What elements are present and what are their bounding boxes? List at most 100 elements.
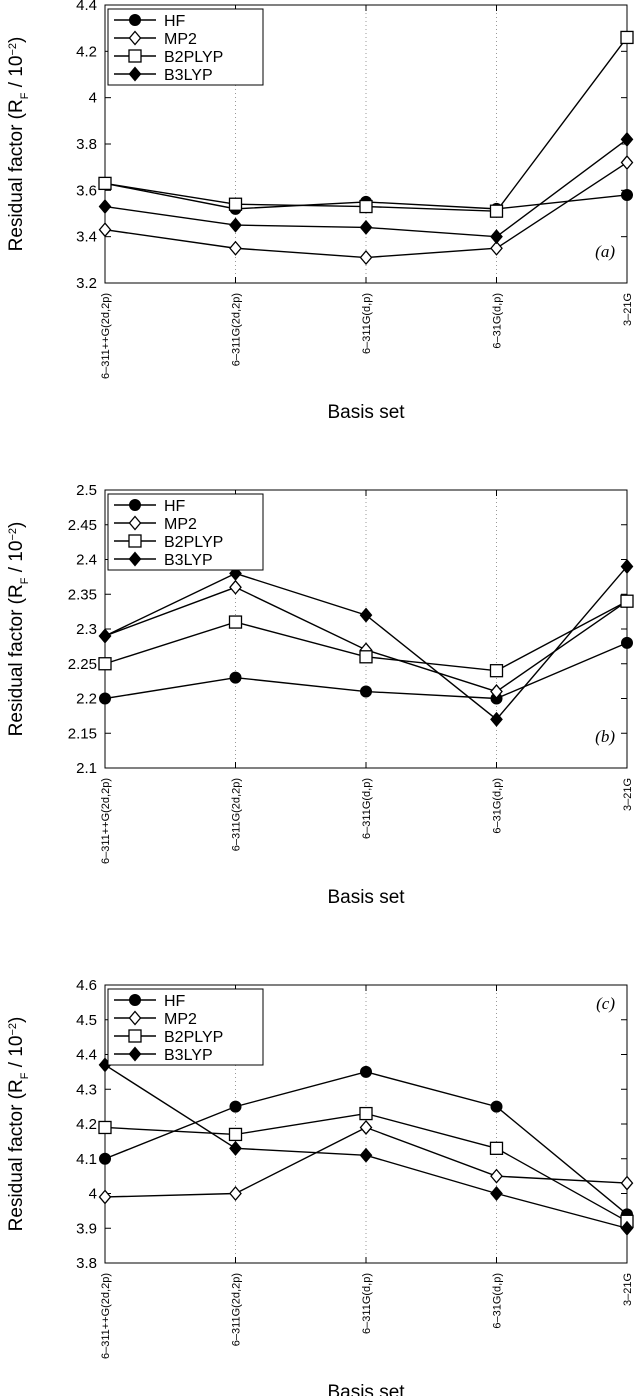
- legend-label: MP2: [164, 31, 197, 48]
- marker: [359, 607, 373, 623]
- marker: [128, 551, 142, 567]
- y-axis-label-part: F: [19, 92, 31, 99]
- y-tick-label: 3.8: [76, 1255, 97, 1272]
- y-axis-label-part: Residual factor (R: [6, 1079, 27, 1231]
- legend-label: B2PLYP: [164, 534, 223, 551]
- y-axis-label-part: Residual factor (R: [6, 584, 27, 736]
- marker: [128, 66, 142, 82]
- marker: [490, 1185, 503, 1202]
- marker: [98, 657, 112, 671]
- legend-label: MP2: [164, 1011, 197, 1028]
- y-tick-label: 3.4: [76, 229, 97, 246]
- y-tick-label: 3.6: [76, 182, 97, 199]
- marker: [98, 628, 112, 644]
- x-tick-label: 3–21G: [622, 293, 634, 326]
- y-axis-label: Residual factor (RF / 10−2): [6, 522, 31, 737]
- y-axis-label-part: −2: [7, 1023, 19, 1036]
- y-tick-label: 2.2: [76, 691, 97, 708]
- marker: [359, 1106, 373, 1121]
- marker: [128, 1010, 142, 1026]
- marker: [128, 49, 142, 63]
- x-tick-label: 6–311G(2d,2p): [231, 293, 243, 366]
- y-tick-label: 3.9: [76, 1220, 97, 1237]
- legend-label: B2PLYP: [164, 49, 223, 66]
- y-axis-label-part: −2: [7, 43, 19, 56]
- marker: [489, 1141, 504, 1155]
- y-axis-label-part: ): [6, 1017, 27, 1023]
- y-tick-label: 4.2: [76, 1116, 97, 1133]
- marker: [621, 188, 633, 201]
- marker: [489, 664, 504, 678]
- y-tick-label: 2.1: [76, 760, 97, 777]
- marker: [229, 1140, 242, 1156]
- y-axis-label: Residual factor (RF / 10−2): [6, 1017, 31, 1232]
- marker: [620, 594, 634, 608]
- x-tick-label: 6–311++G(2d,2p): [100, 1273, 112, 1359]
- marker: [620, 131, 634, 147]
- marker: [359, 650, 373, 664]
- y-tick-label: 4.4: [76, 1047, 97, 1064]
- marker: [360, 685, 372, 698]
- y-tick-label: 3.2: [76, 275, 97, 292]
- x-axis-label: Basis set: [327, 1382, 405, 1396]
- y-tick-label: 4: [89, 1186, 97, 1203]
- marker: [359, 1147, 373, 1163]
- marker: [229, 671, 242, 684]
- marker: [490, 229, 503, 245]
- x-tick-label: 6–311G(2d,2p): [231, 1273, 243, 1346]
- marker: [128, 1046, 142, 1062]
- marker: [359, 1119, 373, 1135]
- marker: [229, 579, 242, 595]
- marker: [98, 199, 112, 215]
- marker: [490, 1100, 503, 1113]
- legend-label: B3LYP: [164, 552, 213, 569]
- x-axis-label: Basis set: [327, 887, 405, 908]
- y-axis-label-part: / 10: [6, 1036, 27, 1073]
- marker: [129, 499, 141, 511]
- y-tick-label: 4.1: [76, 1151, 97, 1168]
- y-axis-label-part: / 10: [6, 56, 27, 93]
- marker: [128, 1029, 142, 1043]
- marker: [490, 711, 503, 727]
- marker: [490, 1168, 503, 1184]
- marker: [229, 217, 242, 233]
- marker: [128, 30, 142, 46]
- y-axis-label-part: F: [19, 577, 31, 584]
- y-axis-label-part: F: [19, 1072, 31, 1079]
- marker: [98, 1120, 112, 1135]
- y-tick-label: 4.2: [76, 43, 97, 60]
- marker: [98, 222, 112, 238]
- marker: [99, 692, 111, 705]
- marker: [490, 240, 503, 256]
- annotation: (b): [595, 727, 615, 746]
- y-tick-label: 2.5: [76, 482, 97, 499]
- x-tick-label: 6–31G(d,p): [492, 293, 504, 349]
- y-tick-label: 2.25: [68, 656, 97, 673]
- y-tick-label: 4.4: [76, 0, 97, 14]
- x-tick-label: 6–311G(d,p): [361, 1273, 373, 1334]
- marker: [620, 558, 634, 574]
- x-tick-label: 6–311G(d,p): [361, 293, 373, 354]
- marker: [129, 994, 141, 1006]
- marker: [228, 1127, 243, 1142]
- marker: [128, 534, 142, 548]
- marker: [359, 250, 373, 266]
- y-tick-label: 4.3: [76, 1081, 97, 1098]
- y-axis-label-part: / 10: [6, 541, 27, 578]
- marker: [620, 1220, 634, 1236]
- x-tick-label: 6–311++G(2d,2p): [100, 293, 112, 379]
- marker: [129, 14, 141, 26]
- x-tick-label: 6–311G(d,p): [361, 778, 373, 839]
- x-tick-label: 3–21G: [622, 1273, 634, 1306]
- y-tick-label: 3.8: [76, 136, 97, 153]
- marker: [620, 30, 634, 45]
- x-tick-label: 6–31G(d,p): [492, 1273, 504, 1329]
- marker: [489, 204, 504, 218]
- marker: [99, 1152, 111, 1165]
- marker: [620, 1175, 634, 1191]
- x-tick-label: 6–31G(d,p): [492, 778, 504, 834]
- marker: [228, 197, 243, 211]
- y-axis-label: Residual factor (RF / 10−2): [6, 37, 31, 252]
- y-tick-label: 2.3: [76, 621, 97, 638]
